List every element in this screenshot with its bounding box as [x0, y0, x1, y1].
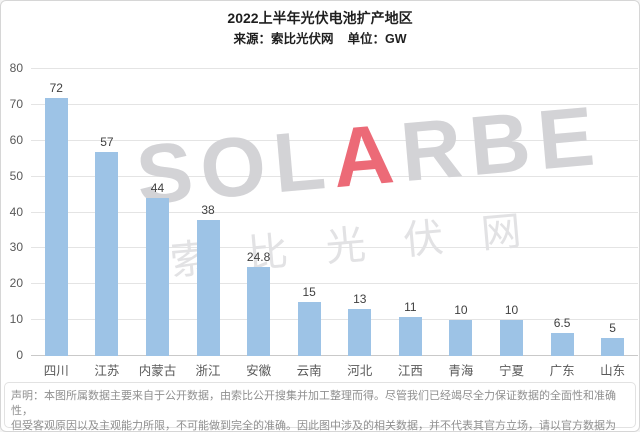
disclaimer-line-1: 声明：本图所属数据主要来自于公开数据，由索比公开搜集并加工整理而得。尽管我们已经…: [11, 390, 616, 417]
bar-value-label: 6.5: [553, 315, 571, 330]
x-axis-labels: 四川 江苏 内蒙古 浙江 安徽 云南 河北 江西 青海 宁夏 广东 山东: [31, 360, 638, 379]
gridline-30: [31, 247, 638, 249]
y-axis-labels: 0 10 20 30 40 50 60 70 80: [1, 61, 26, 362]
bar: [297, 302, 321, 356]
x-tick-label: 河北: [347, 364, 373, 378]
bar-value-label: 11: [404, 299, 417, 314]
bar: [247, 267, 271, 356]
bar: [601, 338, 625, 356]
x-tick-label: 青海: [448, 364, 474, 378]
source-label: 来源：索比光伏网: [233, 32, 334, 46]
bar-value-label: 38: [201, 202, 215, 217]
bar-slot-3: 44: [132, 69, 183, 356]
y-tick-label-70: 70: [9, 96, 23, 111]
bar-slot-12: 5: [587, 69, 638, 356]
bar-slot-6: 15: [284, 69, 335, 356]
bar-value-label: 24.8: [246, 250, 271, 265]
bar-value-label: 57: [100, 134, 114, 149]
bar-value-label: 10: [454, 303, 468, 318]
bar: [44, 97, 68, 356]
chart-subtitle: 来源：索比光伏网 单位：GW: [1, 28, 639, 47]
x-tick-label: 云南: [296, 364, 322, 378]
bar-slot-4: 38: [183, 69, 234, 356]
bar-value-label: 44: [150, 181, 165, 196]
x-tick-label: 江苏: [94, 364, 120, 378]
bar: [398, 316, 422, 356]
bar: [449, 320, 473, 356]
bar-slot-11: 6.5: [537, 69, 588, 356]
gridline-20: [31, 283, 638, 285]
x-tick-label: 浙江: [195, 364, 221, 378]
y-tick-label-20: 20: [9, 276, 23, 291]
bar-value-label: 15: [302, 285, 316, 300]
bar-value-label: 10: [504, 303, 519, 318]
x-tick-label: 山东: [600, 364, 626, 378]
disclaimer-box: 声明：本图所属数据主要来自于公开数据，由索比公开搜集并加工整理而得。尽管我们已经…: [4, 382, 636, 431]
bar-value-label: 13: [353, 292, 367, 307]
gridline-70: [31, 103, 638, 105]
gridline-80: [31, 68, 638, 69]
plot-area: [31, 68, 638, 356]
bar-slot-5: 24.8: [233, 69, 284, 356]
x-tick-label: 广东: [549, 364, 575, 378]
y-tick-label-80: 80: [9, 61, 23, 75]
x-tick-label: 宁夏: [498, 364, 524, 378]
unit-label: 单位：GW: [347, 32, 407, 46]
chart-title: 2022上半年光伏电池扩产地区: [227, 10, 413, 26]
bar: [95, 151, 119, 356]
bar-slot-1: 72: [31, 69, 82, 356]
x-tick-label: 安徽: [246, 364, 272, 378]
x-tick-label: 内蒙古: [138, 364, 177, 378]
bar-value-label: 72: [49, 80, 63, 95]
gridline-10: [31, 319, 638, 321]
bar-slot-2: 57: [82, 69, 133, 356]
bar: [550, 332, 574, 356]
y-tick-label-40: 40: [9, 204, 23, 219]
bar: [499, 320, 523, 356]
x-tick-label: 江西: [397, 364, 423, 378]
bar-slot-9: 10: [436, 69, 487, 356]
bar-slot-10: 10: [486, 69, 537, 356]
bar-slot-8: 11: [385, 69, 436, 356]
bar-slot-7: 13: [334, 69, 385, 356]
bar: [196, 219, 220, 356]
y-tick-label-0: 0: [16, 348, 23, 362]
gridline-40: [31, 211, 638, 213]
y-tick-label-50: 50: [9, 168, 23, 183]
bar: [348, 309, 372, 356]
y-tick-label-60: 60: [9, 132, 23, 147]
x-tick-label: 四川: [43, 364, 69, 378]
gridline-0: [31, 355, 638, 356]
gridline-60: [31, 139, 638, 141]
bars-row: 72 57 44 38 24.8 15 13 11 10 10 6.5 5: [31, 69, 638, 356]
disclaimer-line-2: 但受客观原因以及主观能力所限，不可能做到完全的准确。因此图中涉及的相关数据，并不…: [11, 420, 616, 432]
bar-value-label: 5: [609, 321, 616, 336]
bar: [145, 198, 169, 356]
gridline-50: [31, 175, 638, 177]
y-tick-label-30: 30: [9, 240, 23, 255]
y-tick-label-10: 10: [9, 312, 23, 327]
